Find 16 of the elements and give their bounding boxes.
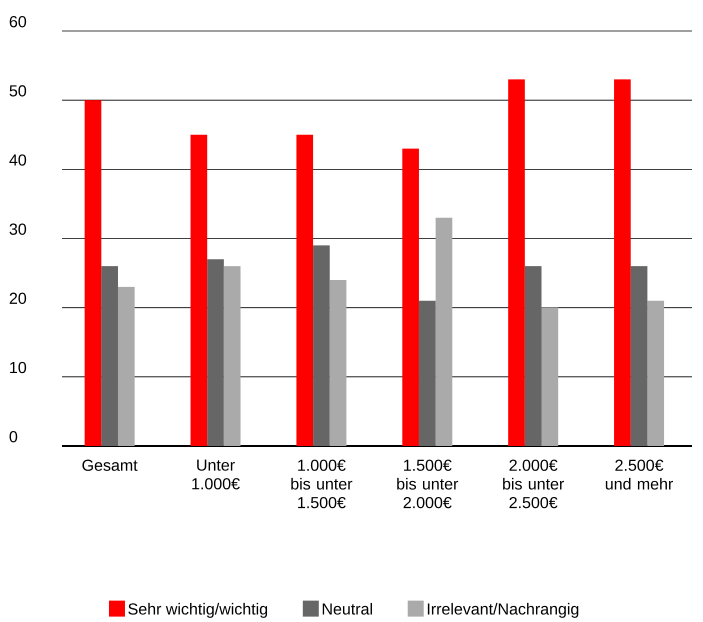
x-tick-label: 1.500€ bis unter 2.000€ [397, 459, 458, 508]
y-tick-label: 10 [10, 362, 26, 374]
x-tick-label: Unter 1.000€ [192, 459, 240, 490]
y-tick-label: 40 [9, 154, 26, 166]
y-tick-label: 0 [10, 430, 18, 442]
y-tick-label: 60 [10, 16, 26, 28]
y-tick-label: 50 [10, 85, 26, 96]
legend-label: Sehr wichtig/wichtig [128, 602, 268, 618]
x-tick-label: Gesamt [82, 459, 138, 471]
x-tick-label: 1.000€ bis unter 1.500€ [291, 459, 352, 508]
y-tick-label: 30 [10, 223, 26, 235]
x-tick-label: 2.500€ und mehr [606, 459, 674, 490]
y-tick-label: 20 [10, 292, 26, 304]
legend-label: Irrelevant/Nachrangig [428, 602, 578, 618]
legend-label: Neutral [322, 602, 372, 615]
x-tick-label: 2.000€ bis unter 2.500€ [503, 459, 564, 508]
